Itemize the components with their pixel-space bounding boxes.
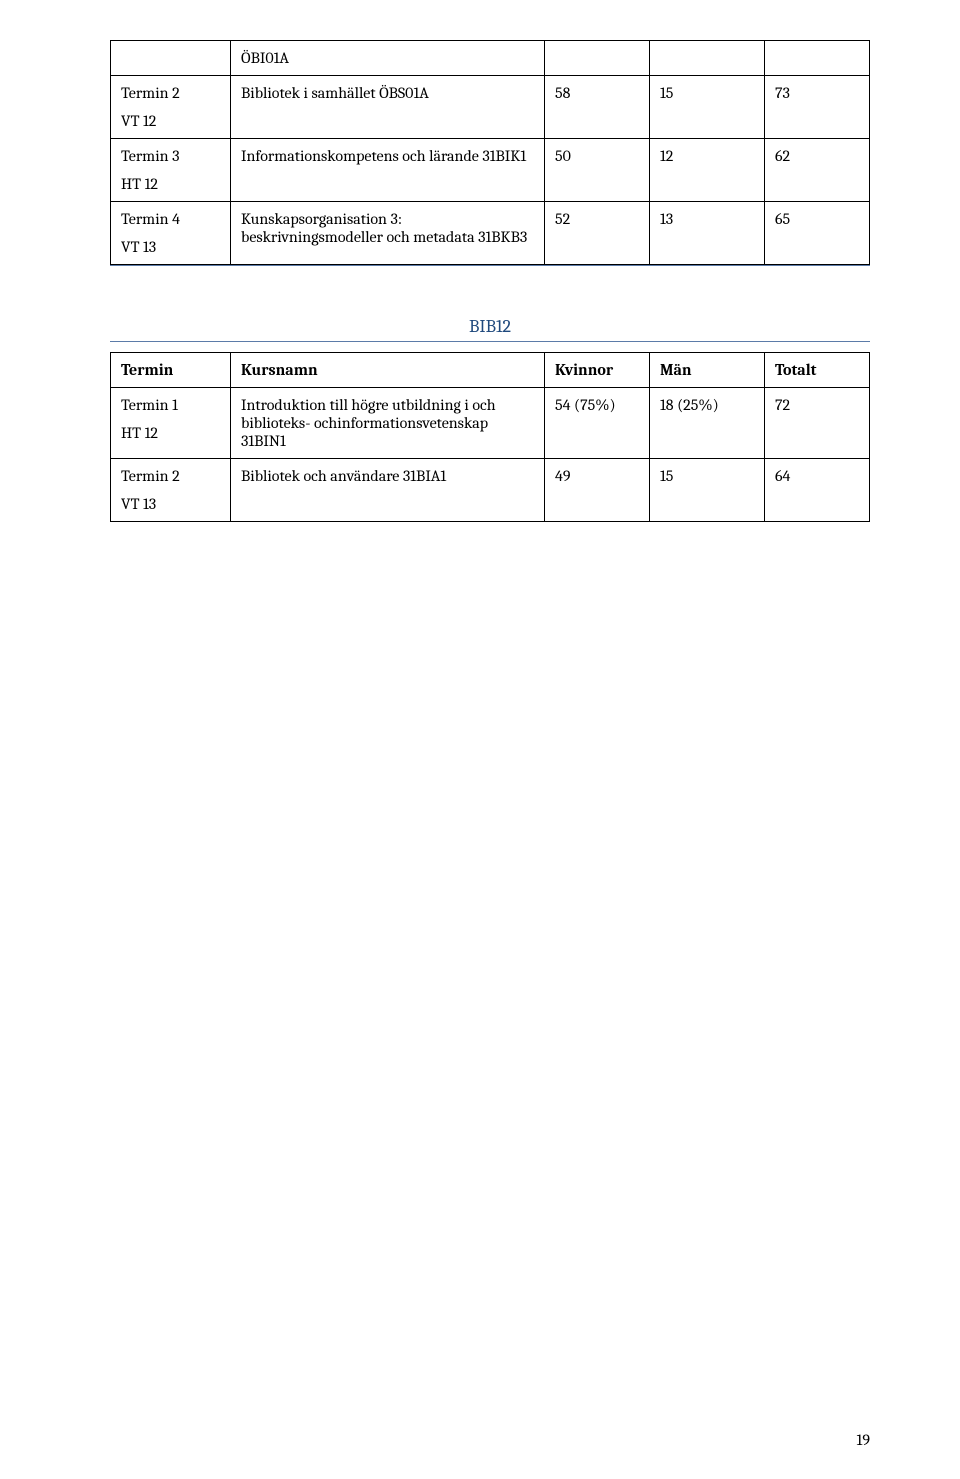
term-sub: VT 13: [121, 238, 220, 256]
cell: Termin 3 HT 12: [111, 139, 231, 202]
cell: Termin 2 VT 12: [111, 76, 231, 139]
cell: Termin 4 VT 13: [111, 202, 231, 265]
col-header: Kursnamn: [231, 353, 545, 388]
cell: [650, 41, 765, 76]
table-row: ÖBI01A: [111, 41, 870, 76]
term-label: Termin 2: [121, 467, 220, 485]
divider: [110, 265, 870, 266]
cell: 18 (25%): [650, 388, 765, 459]
term-sub: VT 13: [121, 495, 220, 513]
term-sub: VT 12: [121, 112, 220, 130]
cell: 15: [650, 459, 765, 522]
term-label: Termin 2: [121, 84, 220, 102]
cell: Bibliotek och användare 31BIA1: [231, 459, 545, 522]
cell: 50: [545, 139, 650, 202]
term-label: Termin 1: [121, 396, 220, 414]
table-header-row: Termin Kursnamn Kvinnor Män Totalt: [111, 353, 870, 388]
cell: Termin 2 VT 13: [111, 459, 231, 522]
table-row: Termin 4 VT 13 Kunskapsorganisation 3: b…: [111, 202, 870, 265]
section-title: BIB12: [110, 316, 870, 337]
cell: Termin 1 HT 12: [111, 388, 231, 459]
table-row: Termin 2 VT 13 Bibliotek och användare 3…: [111, 459, 870, 522]
cell: 64: [765, 459, 870, 522]
cell: Kunskapsorganisation 3: beskrivningsmode…: [231, 202, 545, 265]
cell: Informationskompetens och lärande 31BIK1: [231, 139, 545, 202]
page-number: 19: [857, 1431, 870, 1449]
cell: Introduktion till högre utbildning i och…: [231, 388, 545, 459]
col-header: Män: [650, 353, 765, 388]
cell: ÖBI01A: [231, 41, 545, 76]
cell: Bibliotek i samhället ÖBS01A: [231, 76, 545, 139]
cell: [545, 41, 650, 76]
table-row: Termin 1 HT 12 Introduktion till högre u…: [111, 388, 870, 459]
cell: 52: [545, 202, 650, 265]
col-header: Totalt: [765, 353, 870, 388]
cell: [765, 41, 870, 76]
cell: 54 (75%): [545, 388, 650, 459]
divider: [110, 341, 870, 342]
cell: 12: [650, 139, 765, 202]
table-row: Termin 2 VT 12 Bibliotek i samhället ÖBS…: [111, 76, 870, 139]
cell: 62: [765, 139, 870, 202]
cell: 15: [650, 76, 765, 139]
cell: 65: [765, 202, 870, 265]
term-label: Termin 3: [121, 147, 220, 165]
cell: 49: [545, 459, 650, 522]
cell: 72: [765, 388, 870, 459]
table-top: ÖBI01A Termin 2 VT 12 Bibliotek i samhäl…: [110, 40, 870, 265]
term-label: Termin 4: [121, 210, 220, 228]
cell: 58: [545, 76, 650, 139]
table-row: Termin 3 HT 12 Informationskompetens och…: [111, 139, 870, 202]
cell: 73: [765, 76, 870, 139]
col-header: Kvinnor: [545, 353, 650, 388]
table-bib12: Termin Kursnamn Kvinnor Män Totalt Termi…: [110, 352, 870, 522]
cell: 13: [650, 202, 765, 265]
col-header: Termin: [111, 353, 231, 388]
term-sub: HT 12: [121, 175, 220, 193]
term-sub: HT 12: [121, 424, 220, 442]
cell: [111, 41, 231, 76]
